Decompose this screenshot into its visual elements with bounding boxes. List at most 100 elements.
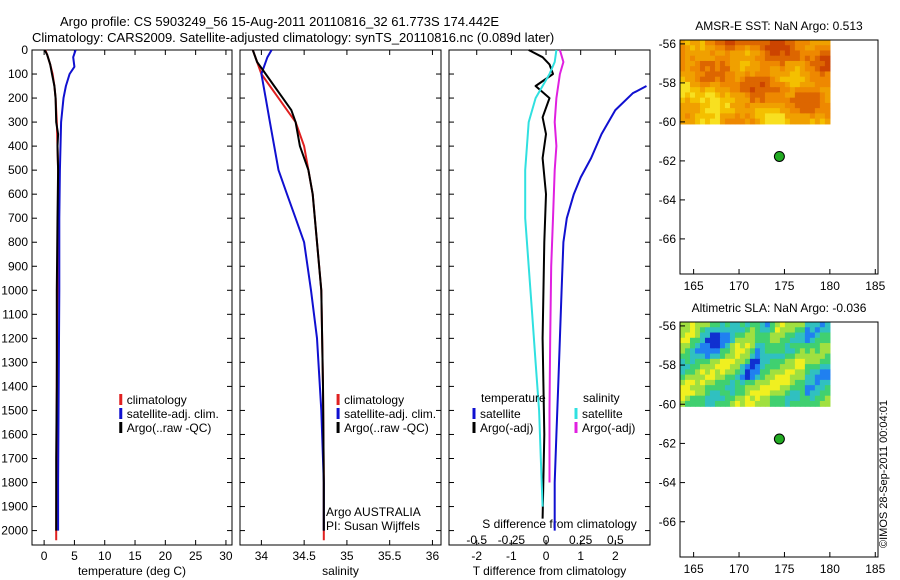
sst-cell [739, 40, 746, 46]
sst-cell [769, 118, 776, 125]
sst-cell [689, 40, 696, 46]
salinity-series-black [251, 49, 325, 531]
sst-cell [824, 92, 831, 99]
sst-cell [814, 102, 821, 109]
sla-ytick-label: -58 [659, 358, 677, 372]
salinity-xtick-label: 34.5 [292, 549, 316, 563]
sla-cell [739, 379, 746, 386]
sst-cell [774, 40, 781, 46]
sst-cell [794, 76, 801, 83]
sst-cell [724, 60, 731, 67]
sst-cell [759, 118, 766, 125]
sst-ytick-label: -58 [659, 76, 677, 90]
sla-cell [759, 379, 766, 386]
sla-cell [794, 332, 801, 339]
sst-cell [794, 45, 801, 52]
sla-xtick-label: 165 [684, 562, 704, 576]
sla-cell [699, 400, 706, 407]
sst-cell [714, 118, 721, 125]
sst-cell [774, 66, 781, 73]
sst-cell [719, 102, 726, 109]
sst-cell [685, 92, 691, 99]
sst-cell [779, 102, 786, 109]
sst-cell [685, 87, 691, 94]
temperature-ytick-label: 900 [8, 259, 28, 273]
sst-cell [804, 55, 811, 62]
sst-cell [814, 87, 821, 94]
sla-cell [809, 400, 816, 407]
sst-cell [739, 102, 746, 109]
sla-cell [779, 369, 786, 376]
sla-cell [819, 322, 826, 328]
sla-cell [685, 343, 691, 349]
sst-cell [794, 71, 801, 78]
sla-cell [784, 343, 791, 349]
sla-cell [739, 364, 746, 370]
sst-cell [824, 87, 831, 94]
sst-cell [774, 55, 781, 62]
sst-cell [719, 118, 726, 125]
sla-cell [719, 348, 726, 355]
header-line-1: Argo profile: CS 5903249_56 15-Aug-2011 … [60, 14, 499, 29]
sla-cell [724, 374, 731, 381]
sla-cell [799, 369, 806, 376]
sst-cell [704, 87, 711, 94]
sla-cell [789, 337, 796, 344]
sla-cell [749, 385, 756, 392]
difference-series-magenta [548, 49, 565, 483]
sla-cell [774, 369, 781, 376]
sst-cell [769, 55, 776, 62]
sst-xtick-label: 170 [729, 279, 749, 293]
sla-xtick-label: 185 [865, 562, 885, 576]
sla-ytick-label: -62 [659, 436, 677, 450]
temperature-ytick-label: 1400 [1, 379, 28, 393]
sst-cell [719, 60, 726, 67]
sla-cell [754, 358, 761, 365]
sla-cell [804, 395, 811, 402]
sst-cell [759, 71, 766, 78]
sla-cell [694, 395, 701, 402]
sst-cell [779, 118, 786, 125]
sla-cell [754, 390, 761, 397]
sst-ytick-label: -60 [659, 115, 677, 129]
sst-cell [719, 108, 726, 114]
sla-cell [754, 385, 761, 392]
sst-cell [784, 81, 791, 88]
sla-cell [814, 379, 821, 386]
sla-cell [699, 358, 706, 365]
sst-cell [779, 45, 786, 52]
sla-cell [734, 385, 741, 392]
sst-cell [754, 113, 761, 120]
sst-cell [789, 81, 796, 88]
sla-cell [744, 400, 751, 407]
sst-cell [764, 66, 771, 73]
sst-cell [729, 92, 736, 99]
sst-cell [819, 108, 826, 114]
difference-legend-header: salinity [583, 391, 620, 405]
sla-cell [739, 322, 746, 328]
sla-cell [699, 353, 706, 360]
sla-cell [784, 322, 791, 328]
sla-cell [784, 400, 791, 407]
sla-cell [744, 369, 751, 376]
sla-cell [769, 337, 776, 344]
sst-cell [689, 97, 696, 104]
sla-cell [744, 322, 751, 328]
sla-cell [734, 353, 741, 360]
sst-cell [694, 60, 701, 67]
sla-cell [685, 390, 691, 397]
temperature-ytick-label: 100 [8, 67, 28, 81]
sst-cell [719, 92, 726, 99]
sla-cell [759, 353, 766, 360]
sla-cell [814, 343, 821, 349]
sla-cell [689, 348, 696, 355]
sst-cell [754, 81, 761, 88]
sla-cell [724, 364, 731, 370]
sst-cell [814, 92, 821, 99]
sst-cell [804, 81, 811, 88]
sst-cell [694, 118, 701, 125]
sst-cell [685, 108, 691, 114]
sla-cell [759, 395, 766, 402]
sst-cell [689, 81, 696, 88]
